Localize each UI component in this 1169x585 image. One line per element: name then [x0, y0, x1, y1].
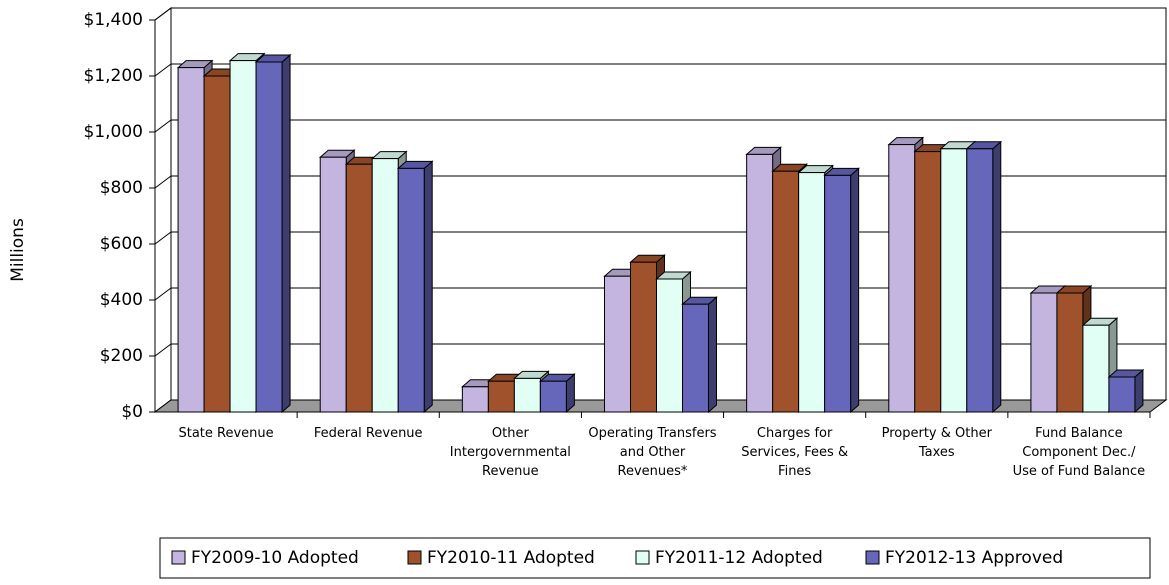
bar	[798, 172, 826, 413]
grid-line-side	[154, 119, 172, 133]
y-axis-label: Millions	[8, 218, 28, 282]
grid-line-side	[154, 7, 172, 21]
legend-label: FY2009-10 Adopted	[191, 548, 359, 568]
y-tick-label: $800	[100, 178, 143, 198]
bar-side	[281, 53, 291, 414]
bar-side	[708, 296, 717, 414]
grid-line-side	[154, 287, 172, 301]
legend-swatch	[171, 550, 186, 565]
bar	[940, 148, 968, 413]
grid-line-side	[154, 343, 172, 357]
bar	[319, 156, 347, 413]
bar	[513, 377, 541, 413]
bar	[630, 261, 657, 413]
bar	[487, 380, 515, 413]
bar	[177, 67, 205, 413]
grid-line-side	[154, 231, 172, 245]
bar	[397, 167, 425, 413]
x-tick-label: State Revenue	[178, 426, 274, 441]
y-tick-label: $0	[121, 402, 143, 422]
grid-line-side	[154, 63, 172, 77]
bar	[888, 144, 916, 413]
bar	[604, 275, 631, 413]
bar	[1056, 292, 1084, 413]
x-tick-label: Operating Transfers and Other Revenues*	[588, 426, 717, 479]
y-tick-label: $200	[100, 346, 143, 366]
legend-label: FY2010-11 Adopted	[427, 548, 595, 568]
bar	[914, 151, 942, 413]
x-tick-label: Federal Revenue	[313, 426, 423, 441]
x-tick-label: Charges for Services, Fees & Fines	[741, 426, 849, 479]
legend-swatch	[407, 550, 422, 565]
bar	[1108, 376, 1136, 413]
bar	[539, 380, 567, 413]
legend-box	[159, 537, 1151, 579]
bar	[255, 61, 283, 413]
legend-label: FY2012-13 Approved	[885, 548, 1063, 568]
bar	[824, 174, 852, 413]
bar-side	[992, 140, 1002, 414]
legend-swatch	[635, 550, 650, 565]
bar	[682, 303, 709, 413]
bar	[203, 75, 231, 413]
legend-label: FY2011-12 Adopted	[655, 548, 823, 568]
bar	[772, 170, 800, 413]
x-tick-label: Fund Balance Component Dec./ Use of Fund…	[1012, 426, 1146, 479]
y-tick-label: $1,200	[84, 66, 143, 86]
grid-line-side	[154, 175, 172, 189]
bar	[371, 158, 399, 413]
bar	[656, 278, 683, 413]
x-tick-label: Other Intergovernmental Revenue	[449, 426, 571, 479]
bar	[1082, 324, 1110, 413]
bar	[1030, 292, 1058, 413]
x-tick-label: Property & Other Taxes	[881, 426, 992, 460]
bar	[345, 163, 373, 413]
y-tick-label: $1,400	[84, 10, 143, 30]
bar	[746, 153, 774, 413]
bar	[461, 386, 489, 413]
side-wall	[154, 7, 172, 413]
bar	[229, 60, 257, 413]
bar-side	[423, 160, 433, 414]
bar	[966, 148, 994, 413]
y-tick-label: $600	[100, 234, 143, 254]
y-tick-label: $1,000	[84, 122, 143, 142]
y-tick-label: $400	[100, 290, 143, 310]
legend-swatch	[865, 550, 880, 565]
bar-side	[850, 167, 860, 414]
